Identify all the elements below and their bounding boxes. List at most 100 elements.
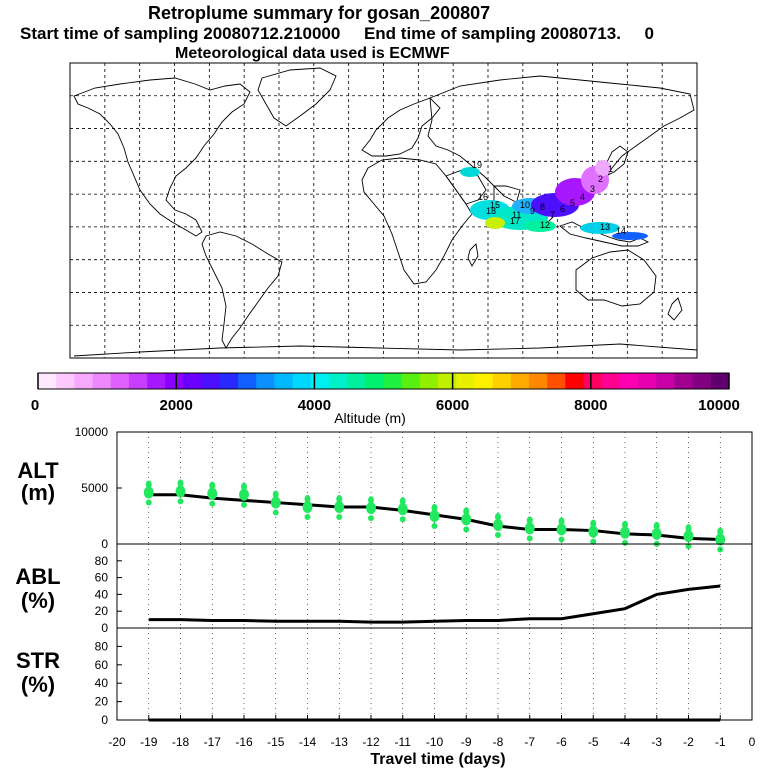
colorbar-swatch bbox=[347, 373, 366, 389]
plume-day-label: 12 bbox=[540, 220, 550, 230]
x-tick-label: -17 bbox=[204, 735, 222, 749]
south-america-coast bbox=[201, 231, 283, 349]
colorbar-swatch bbox=[383, 373, 403, 389]
particle-cluster-point bbox=[209, 500, 216, 507]
particle-cluster-point bbox=[334, 501, 345, 514]
colorbar-swatches bbox=[38, 373, 730, 389]
particle-cluster-point bbox=[590, 519, 597, 528]
colorbar-swatch bbox=[656, 373, 675, 389]
colorbar-swatch bbox=[292, 373, 312, 389]
plume-day-label: 4 bbox=[580, 192, 585, 202]
colorbar-swatch bbox=[547, 373, 566, 389]
particle-cluster-point bbox=[207, 487, 218, 500]
x-tick-label: -5 bbox=[588, 735, 599, 749]
colorbar-swatch bbox=[165, 373, 184, 389]
particle-cluster-point bbox=[368, 496, 374, 505]
plume-blob bbox=[580, 222, 620, 234]
particle-cluster-point bbox=[336, 514, 343, 521]
x-tick-label: -13 bbox=[331, 735, 349, 749]
particle-cluster-point bbox=[209, 481, 216, 490]
plume-day-label: 1 bbox=[608, 164, 613, 174]
panel-label: ALT bbox=[17, 458, 59, 483]
colorbar-swatch bbox=[401, 373, 421, 389]
colorbar-swatch bbox=[692, 373, 712, 389]
colorbar-swatch bbox=[274, 373, 294, 389]
colorbar-swatch bbox=[492, 373, 512, 389]
x-tick-label: -14 bbox=[299, 735, 317, 749]
particle-cluster-point bbox=[302, 501, 313, 514]
y-tick-label: 80 bbox=[95, 554, 109, 568]
particle-cluster-point bbox=[145, 480, 152, 489]
y-tick-label: 20 bbox=[95, 604, 109, 618]
panel-unit-label: (%) bbox=[21, 588, 55, 613]
particle-cluster-point bbox=[336, 495, 343, 504]
plume-day-label: 11 bbox=[512, 210, 521, 220]
particle-cluster-point bbox=[715, 533, 726, 546]
colorbar-swatch bbox=[583, 373, 603, 389]
particle-cluster-point bbox=[590, 538, 597, 545]
plume-day-label: 18 bbox=[486, 206, 496, 216]
met-data-subtitle: Meteorological data used is ECMWF bbox=[175, 45, 450, 62]
y-tick-label: 20 bbox=[95, 695, 109, 709]
plume-blob bbox=[612, 232, 648, 240]
particle-cluster-point bbox=[431, 523, 438, 529]
particle-cluster-point bbox=[622, 520, 628, 529]
plume-day-label: 17 bbox=[510, 216, 520, 226]
panel-1: 80 60 40 20 0 ABL(%) bbox=[15, 543, 753, 635]
plume-day-label: 14 bbox=[616, 226, 626, 236]
panel-unit-label: (m) bbox=[21, 480, 55, 505]
y-tick-label: 10000 bbox=[75, 425, 109, 439]
x-tick-label: -16 bbox=[235, 735, 253, 749]
colorbar-swatch bbox=[56, 373, 75, 389]
plume-day-label: 10 bbox=[520, 200, 530, 210]
colorbar-tick-label: 2000 bbox=[160, 397, 193, 414]
x-axis-label: Travel time (days) bbox=[370, 751, 505, 768]
panel-label: STR bbox=[16, 648, 60, 673]
colorbar-swatch bbox=[201, 373, 221, 389]
particle-cluster-point bbox=[526, 535, 533, 542]
colorbar-tick-label: 0 bbox=[31, 397, 39, 414]
plume-blob bbox=[460, 167, 480, 177]
particle-cluster-point bbox=[651, 527, 662, 540]
antarctica-coast bbox=[73, 343, 698, 357]
particle-cluster-point bbox=[272, 509, 279, 516]
particle-cluster-point bbox=[524, 522, 535, 535]
colorbar-swatch bbox=[128, 373, 148, 389]
y-tick-label: 5000 bbox=[81, 481, 108, 495]
particle-cluster-point bbox=[368, 515, 374, 522]
x-tick-label: -3 bbox=[651, 735, 662, 749]
plume-blob bbox=[524, 220, 556, 232]
particle-cluster-point bbox=[683, 530, 694, 543]
particle-cluster-point bbox=[145, 499, 152, 506]
y-tick-label: 60 bbox=[95, 658, 109, 672]
x-tick-label: -18 bbox=[172, 735, 190, 749]
new-zealand-coast bbox=[667, 297, 683, 321]
plume-day-label: 19 bbox=[472, 160, 482, 170]
particle-cluster-point bbox=[304, 495, 311, 504]
colorbar-swatch bbox=[365, 373, 384, 389]
particle-cluster-point bbox=[717, 527, 724, 536]
colorbar-swatch bbox=[510, 373, 530, 389]
plume-day-label: 13 bbox=[600, 222, 610, 232]
colorbar-tick-label: 8000 bbox=[574, 397, 607, 414]
colorbar-swatch bbox=[183, 373, 203, 389]
africa-coast bbox=[361, 157, 473, 285]
x-tick-label: 0 bbox=[749, 735, 756, 749]
y-tick-label: 0 bbox=[101, 537, 108, 551]
colorbar-tick-label: 6000 bbox=[436, 397, 469, 414]
particle-cluster-point bbox=[143, 486, 154, 499]
particle-cluster-point bbox=[239, 488, 249, 501]
particle-cluster-point bbox=[397, 503, 408, 516]
y-tick-label: 40 bbox=[95, 676, 109, 690]
particle-cluster-point bbox=[241, 501, 247, 508]
colorbar-swatch bbox=[674, 373, 694, 389]
north-america-coast bbox=[73, 77, 251, 237]
particle-cluster-point bbox=[461, 513, 472, 526]
particle-cluster-point bbox=[495, 512, 501, 521]
europe-coast bbox=[361, 97, 441, 157]
colorbar-swatch bbox=[419, 373, 439, 389]
colorbar-swatch bbox=[92, 373, 112, 389]
